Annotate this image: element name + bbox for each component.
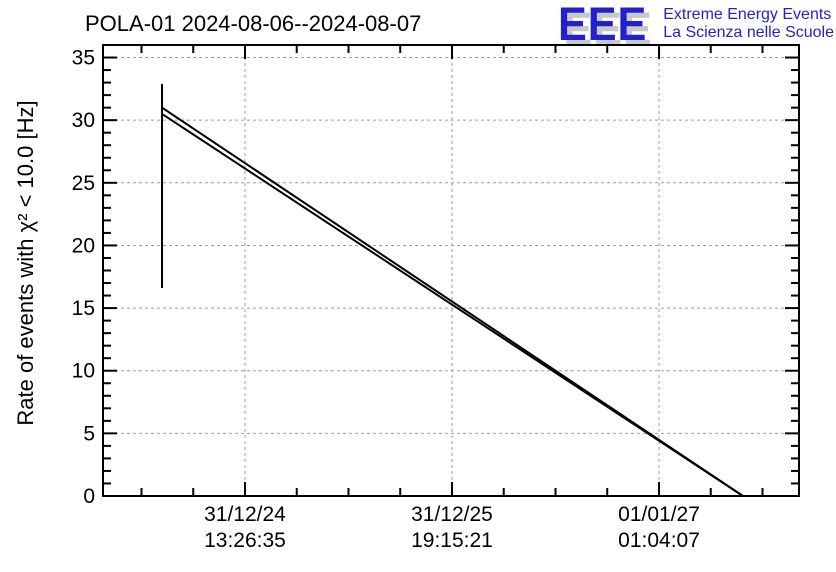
x-tick-label: 31/12/25 19:15:21 <box>411 503 493 552</box>
axis-ticks <box>103 45 799 497</box>
y-tick-label: 25 <box>72 172 95 195</box>
chart-title: POLA-01 2024-08-06--2024-08-07 <box>85 11 422 36</box>
data-series <box>161 83 744 497</box>
x-tick-label: 01/01/27 01:04:07 <box>618 503 700 552</box>
eee-logo-acronym: EEE <box>558 0 648 50</box>
x-tick-label: 31/12/24 13:26:35 <box>204 503 286 552</box>
y-tick-label: 30 <box>72 109 95 132</box>
y-tick-label: 20 <box>72 234 95 257</box>
y-tick-label: 10 <box>72 360 95 383</box>
y-tick-label: 15 <box>72 297 95 320</box>
eee-logo-tagline-line2: La Scienza nelle Scuole <box>663 24 834 41</box>
eee-logo-tagline: Extreme Energy Events La Scienza nelle S… <box>663 4 834 42</box>
plot-frame <box>102 44 800 497</box>
eee-logo: EEE Extreme Energy Events La Scienza nel… <box>558 0 834 50</box>
y-tick-label: 35 <box>72 47 95 70</box>
grid-lines <box>103 45 799 496</box>
y-tick-label: 0 <box>83 485 95 508</box>
eee-logo-tagline-line1: Extreme Energy Events <box>663 6 832 23</box>
y-tick-label: 5 <box>83 422 95 445</box>
axis-tick-labels: 0 5 10 15 20 25 30 35 31/12/24 13:26:35 31/12/25 19… <box>72 47 700 552</box>
rate-trend-lower <box>161 113 744 497</box>
